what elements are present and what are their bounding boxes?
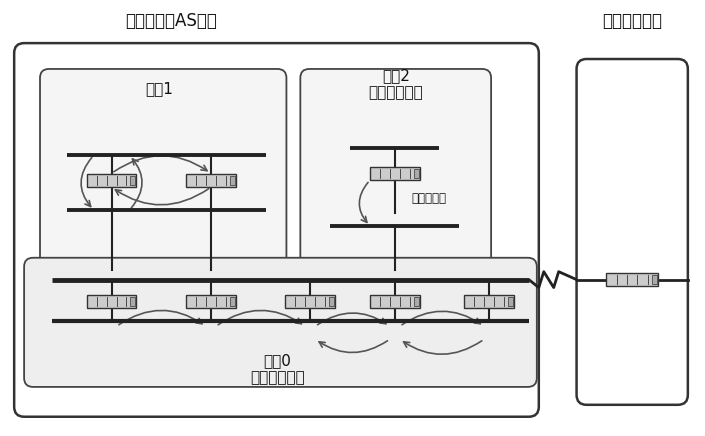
FancyBboxPatch shape — [24, 258, 537, 387]
Bar — [370, 295, 419, 308]
Bar — [186, 174, 235, 187]
Text: 区域1: 区域1 — [145, 82, 173, 96]
Bar — [370, 167, 419, 180]
Bar — [286, 295, 335, 308]
Bar — [230, 176, 235, 185]
Bar — [186, 295, 235, 308]
Text: 自治系统（AS）内: 自治系统（AS）内 — [125, 12, 217, 30]
Text: 区域2
（末端区域）: 区域2 （末端区域） — [368, 68, 423, 100]
FancyBboxPatch shape — [14, 43, 539, 417]
FancyBboxPatch shape — [40, 69, 286, 276]
Bar — [606, 273, 658, 286]
Bar — [230, 297, 235, 306]
Bar — [465, 295, 514, 308]
Bar — [130, 176, 135, 185]
Bar — [329, 297, 334, 306]
Text: 区域0
（主干区域）: 区域0 （主干区域） — [250, 353, 305, 385]
Bar — [87, 295, 136, 308]
Bar — [414, 297, 419, 306]
FancyBboxPatch shape — [300, 69, 491, 272]
FancyBboxPatch shape — [577, 59, 688, 405]
Bar — [87, 174, 136, 187]
Bar — [652, 275, 657, 284]
Bar — [130, 297, 135, 306]
Text: 其他自治系统: 其他自治系统 — [602, 12, 662, 30]
Bar — [508, 297, 513, 306]
Text: 指定路由器: 指定路由器 — [412, 192, 447, 204]
Bar — [414, 169, 419, 178]
